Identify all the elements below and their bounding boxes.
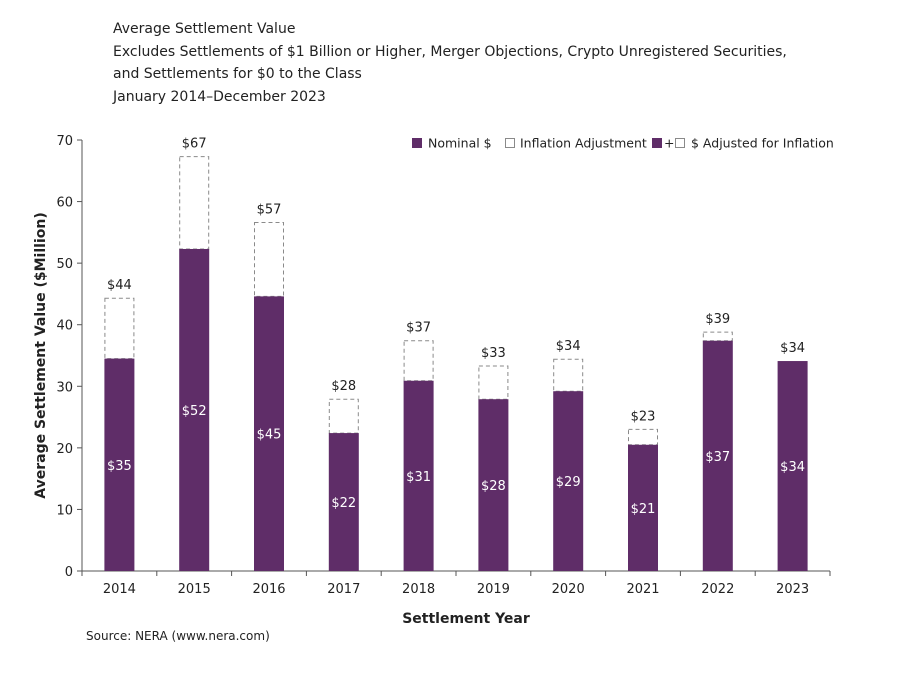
nominal-bar <box>403 380 434 571</box>
inflation-adjustment-bar <box>403 340 434 382</box>
legend-plus-sign: + <box>664 136 674 151</box>
legend-swatch-nominal <box>412 138 422 148</box>
adjusted-value-label: $67 <box>182 137 207 152</box>
nominal-value-label: $37 <box>705 450 730 465</box>
nominal-value-label: $28 <box>481 479 506 494</box>
adjusted-value-label: $37 <box>406 321 431 336</box>
source-note: Source: NERA (www.nera.com) <box>86 629 270 643</box>
adjusted-value-label: $34 <box>780 341 805 356</box>
legend-swatch-combined-nominal <box>652 138 662 148</box>
x-tick-label: 2018 <box>402 582 435 597</box>
legend-label-nominal: Nominal $ <box>428 136 492 151</box>
inflation-adjustment-bar <box>628 428 658 446</box>
inflation-adjustment-bar <box>254 222 284 297</box>
nominal-bar <box>328 433 359 571</box>
x-tick-label: 2017 <box>327 582 360 597</box>
chart-subtitle-line-1: Excludes Settlements of $1 Billion or Hi… <box>113 43 787 60</box>
adjusted-value-label: $39 <box>705 312 730 327</box>
nominal-bar <box>702 340 733 571</box>
inflation-adjustment-bar <box>328 398 359 434</box>
legend-swatch-combined-adjustment <box>675 138 685 148</box>
y-tick-label: 20 <box>56 442 73 457</box>
chart-title: Average Settlement Value <box>113 21 296 37</box>
adjusted-value-label: $57 <box>257 203 282 218</box>
y-tick-label: 50 <box>56 257 73 272</box>
nominal-bar <box>777 361 808 571</box>
inflation-adjustment-bar <box>702 331 733 342</box>
y-tick-label: 30 <box>56 380 73 395</box>
nominal-bar <box>254 296 284 571</box>
x-tick-label: 2022 <box>701 582 734 597</box>
nominal-value-label: $35 <box>107 459 132 474</box>
adjusted-value-label: $28 <box>331 379 356 394</box>
legend-label-adjusted: $ Adjusted for Inflation <box>691 136 834 151</box>
nominal-bar <box>553 391 584 571</box>
chart-title-block: Average Settlement Value Excludes Settle… <box>113 18 787 108</box>
x-tick-label: 2023 <box>776 582 809 597</box>
adjusted-value-label: $23 <box>631 409 656 424</box>
x-tick-label: 2020 <box>552 582 585 597</box>
x-tick-label: 2016 <box>252 582 285 597</box>
nominal-value-label: $52 <box>182 404 207 419</box>
x-tick-label: 2021 <box>626 582 659 597</box>
legend-swatch-adjustment <box>505 138 515 148</box>
y-tick-label: 70 <box>56 134 73 149</box>
nominal-value-label: $29 <box>556 475 581 490</box>
y-tick-label: 0 <box>65 565 73 580</box>
nominal-value-label: $22 <box>331 496 356 511</box>
x-axis-title: Settlement Year <box>402 611 530 627</box>
nominal-value-label: $34 <box>780 460 805 475</box>
inflation-adjustment-bar <box>553 358 584 392</box>
chart-subtitle-line-3: January 2014–December 2023 <box>113 88 326 105</box>
nominal-bar <box>104 358 135 571</box>
y-tick-label: 10 <box>56 503 73 518</box>
inflation-adjustment-bar <box>104 297 135 360</box>
nominal-value-label: $21 <box>631 502 656 517</box>
y-axis-title: Average Settlement Value ($Million) <box>33 212 49 498</box>
nominal-bar <box>628 444 658 571</box>
x-tick-label: 2014 <box>103 582 136 597</box>
inflation-adjustment-bar <box>478 365 509 400</box>
x-tick-label: 2019 <box>477 582 510 597</box>
x-tick-label: 2015 <box>178 582 211 597</box>
nominal-bar <box>478 399 509 571</box>
inflation-adjustment-bar <box>179 156 210 250</box>
y-tick-label: 60 <box>56 196 73 211</box>
y-tick-label: 40 <box>56 319 73 334</box>
nominal-value-label: $31 <box>406 470 431 485</box>
legend-label-adjustment: Inflation Adjustment <box>520 136 647 151</box>
adjusted-value-label: $34 <box>556 339 581 354</box>
adjusted-value-label: $44 <box>107 278 132 293</box>
nominal-value-label: $45 <box>257 428 282 443</box>
nominal-bar <box>179 248 210 571</box>
adjusted-value-label: $33 <box>481 346 506 361</box>
chart-subtitle-line-2: and Settlements for $0 to the Class <box>113 66 362 82</box>
